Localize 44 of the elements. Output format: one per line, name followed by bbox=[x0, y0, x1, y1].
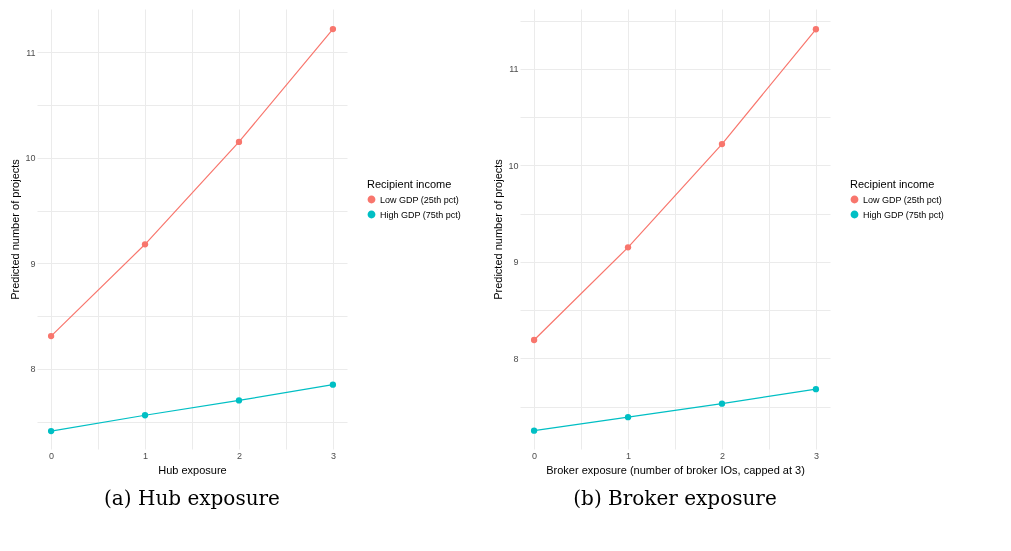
y-tick-label: 10 bbox=[25, 153, 36, 164]
point bbox=[47, 427, 55, 435]
point bbox=[235, 397, 243, 404]
point bbox=[718, 140, 726, 148]
point bbox=[329, 381, 337, 388]
x-tick-label: 0 bbox=[49, 450, 55, 461]
point bbox=[812, 386, 820, 393]
legend-title: Recipient income bbox=[850, 178, 935, 190]
point bbox=[329, 25, 337, 33]
x-tick-label: 3 bbox=[813, 450, 819, 461]
legend-label: High GDP (75th pct) bbox=[863, 209, 944, 220]
point bbox=[624, 414, 632, 421]
y-tick-label: 10 bbox=[508, 160, 519, 171]
legend-label: High GDP (75th pct) bbox=[380, 209, 461, 220]
y-axis-title: Predicted number of projects bbox=[9, 158, 22, 300]
x-tick-label: 3 bbox=[330, 450, 336, 461]
x-tick-label: 2 bbox=[719, 450, 725, 461]
point bbox=[235, 138, 243, 146]
y-tick-label: 9 bbox=[30, 258, 36, 269]
x-tick-label: 2 bbox=[236, 450, 242, 461]
point bbox=[530, 336, 538, 344]
y-tick-label: 8 bbox=[513, 353, 519, 364]
point bbox=[141, 412, 149, 419]
point bbox=[624, 244, 632, 251]
point bbox=[47, 332, 55, 340]
text: (b) Broker exposure bbox=[573, 486, 777, 510]
y-tick-label: 11 bbox=[509, 64, 519, 75]
y-tick-label: 9 bbox=[513, 257, 519, 268]
legend-label: Low GDP (25th pct) bbox=[380, 194, 459, 205]
x-axis-title: Hub exposure bbox=[158, 463, 227, 476]
y-axis-title: Predicted number of projects bbox=[492, 158, 505, 300]
point bbox=[812, 26, 820, 33]
x-axis-title: Broker exposure (number of broker IOs, capped at 3) bbox=[546, 463, 805, 476]
legend-title: Recipient income bbox=[367, 178, 452, 190]
point bbox=[141, 241, 149, 248]
text: (a) Hub exposure bbox=[104, 486, 280, 510]
x-tick-label: 1 bbox=[626, 450, 632, 461]
point bbox=[530, 427, 538, 434]
x-tick-label: 1 bbox=[143, 450, 149, 461]
point bbox=[718, 400, 726, 407]
y-tick-label: 11 bbox=[26, 47, 36, 58]
legend-label: Low GDP (25th pct) bbox=[863, 194, 942, 205]
x-tick-label: 0 bbox=[532, 450, 538, 461]
y-tick-label: 8 bbox=[30, 364, 36, 375]
